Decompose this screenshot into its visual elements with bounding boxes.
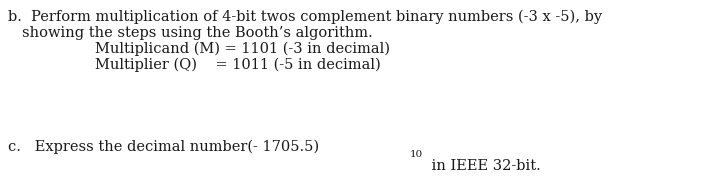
Text: Multiplicand (M) = 1101 (-3 in decimal): Multiplicand (M) = 1101 (-3 in decimal) — [95, 42, 390, 56]
Text: c.   Express the decimal number(- 1705.5): c. Express the decimal number(- 1705.5) — [8, 140, 319, 154]
Text: b.  Perform multiplication of 4-bit twos complement binary numbers (-3 x -5), by: b. Perform multiplication of 4-bit twos … — [8, 10, 602, 24]
Text: 10: 10 — [409, 150, 423, 159]
Text: showing the steps using the Booth’s algorithm.: showing the steps using the Booth’s algo… — [22, 26, 373, 40]
Text: in IEEE 32-bit.: in IEEE 32-bit. — [427, 159, 541, 173]
Text: Multiplier (Q)    = 1011 (-5 in decimal): Multiplier (Q) = 1011 (-5 in decimal) — [95, 58, 381, 72]
